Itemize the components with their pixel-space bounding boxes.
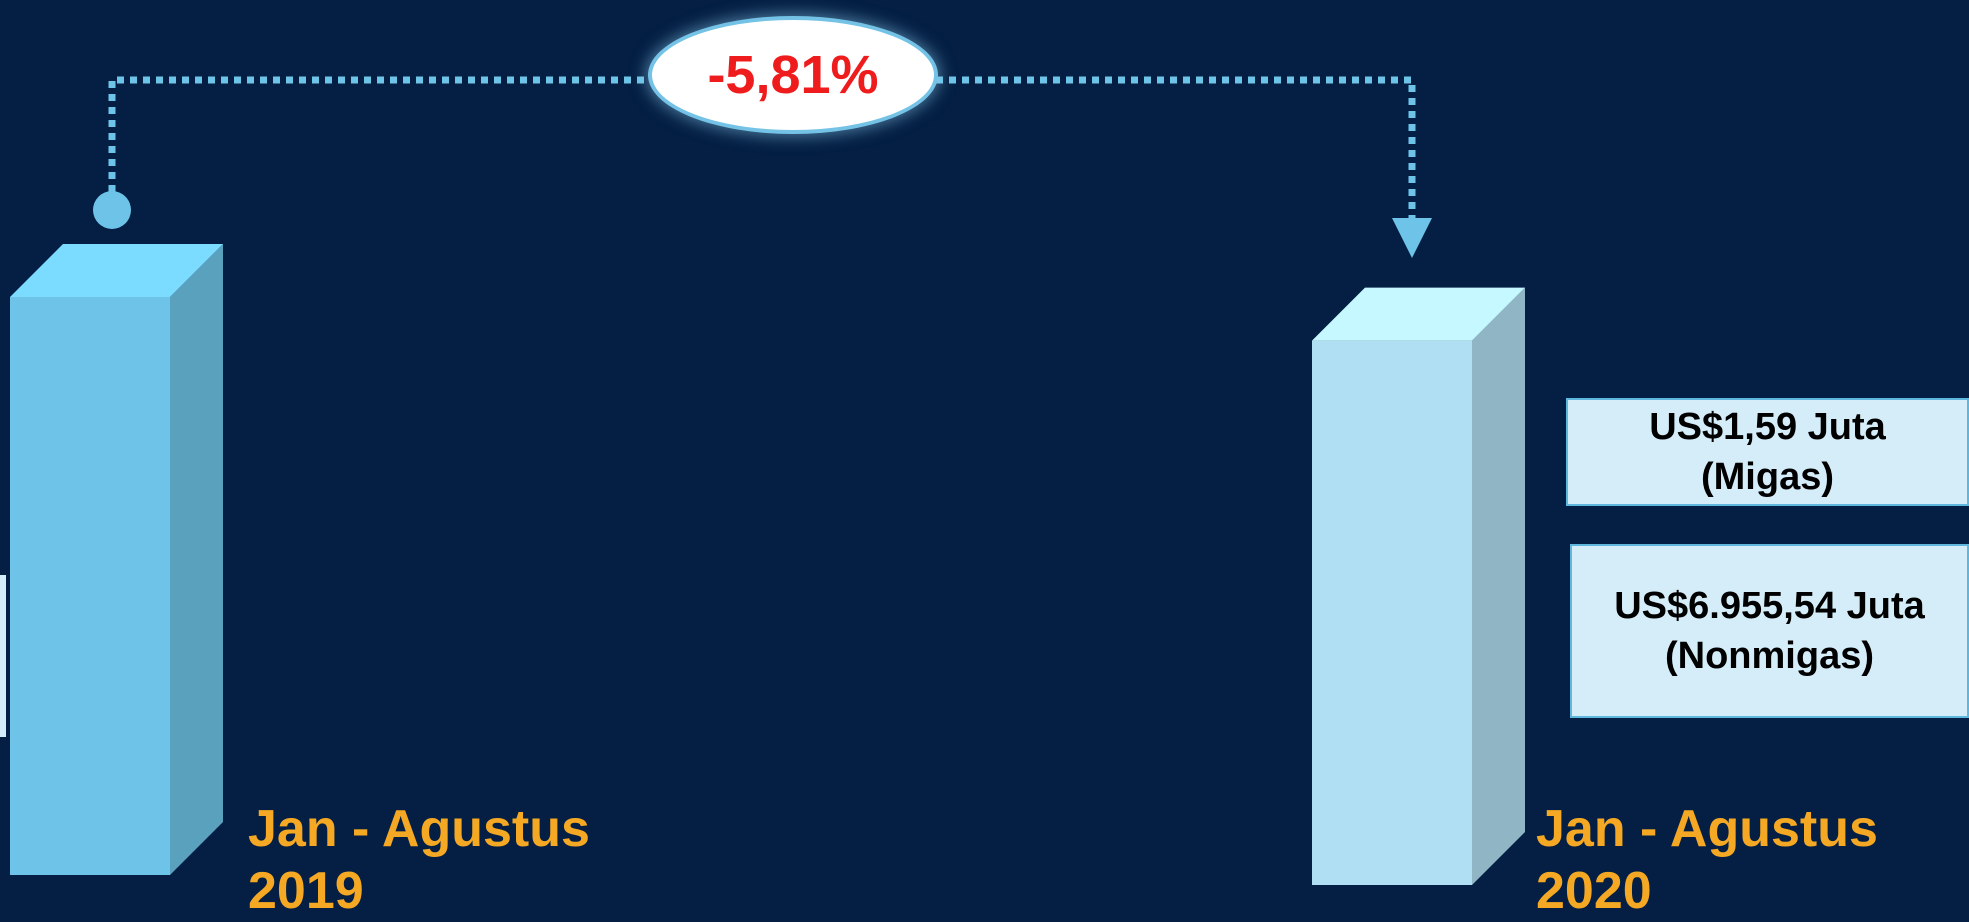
- bar-top-face: [1312, 287, 1525, 341]
- bar-top-face: [10, 244, 223, 297]
- migas-value: US$1,59 Juta: [1649, 406, 1886, 448]
- nonmigas-label: (Nonmigas): [1665, 635, 1874, 677]
- change-percentage-badge: -5,81%: [652, 20, 934, 130]
- nonmigas-value: US$6.955,54 Juta: [1614, 585, 1925, 627]
- connector-start-dot: [93, 191, 131, 229]
- migas-label: (Migas): [1700, 456, 1834, 498]
- bars-group: [10, 244, 1525, 885]
- category-label-2019-line2: 2019: [248, 862, 364, 920]
- change-connector: [93, 76, 1432, 258]
- category-label-2019: Jan - Agustus 2019: [248, 798, 590, 922]
- bar-front-face: [1312, 340, 1472, 885]
- bar-2020: [1312, 287, 1525, 885]
- nonmigas-value-box: US$6.955,54 Juta (Nonmigas): [1570, 544, 1969, 718]
- category-label-2020-line1: Jan - Agustus: [1536, 800, 1878, 858]
- connector-arrowhead: [1392, 218, 1432, 258]
- bar-side-face: [1472, 287, 1525, 885]
- bar-2019: [10, 244, 223, 875]
- migas-value-box: US$1,59 Juta (Migas): [1566, 398, 1969, 506]
- bar-side-face: [170, 244, 223, 875]
- category-label-2020-line2: 2020: [1536, 862, 1652, 920]
- category-label-2020: Jan - Agustus 2020: [1536, 798, 1878, 922]
- partial-box-edge: [0, 575, 6, 737]
- category-label-2019-line1: Jan - Agustus: [248, 800, 590, 858]
- bar-front-face: [10, 297, 170, 875]
